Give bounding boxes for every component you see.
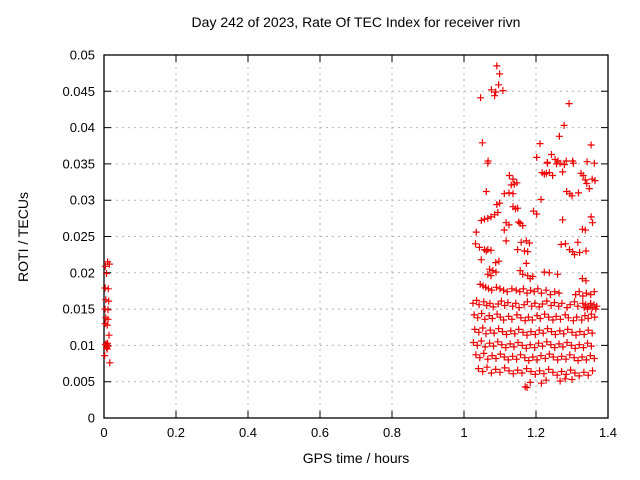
- x-tick-label: 1.4: [599, 425, 617, 440]
- x-tick-label: 1: [460, 425, 467, 440]
- x-tick-label: 0.4: [239, 425, 257, 440]
- x-tick-label: 1.2: [527, 425, 545, 440]
- x-axis-label: GPS time / hours: [302, 450, 410, 466]
- y-tick-label: 0.005: [62, 374, 95, 389]
- x-tick-label: 0.6: [311, 425, 329, 440]
- x-tick-label: 0: [100, 425, 107, 440]
- chart-title: Day 242 of 2023, Rate Of TEC Index for r…: [191, 14, 521, 30]
- y-tick-label: 0.035: [62, 156, 95, 171]
- x-tick-label: 0.2: [167, 425, 185, 440]
- y-tick-label: 0.015: [62, 302, 95, 317]
- y-axis-label: ROTI / TECUs: [15, 192, 31, 282]
- x-tick-label: 0.8: [383, 425, 401, 440]
- y-tick-label: 0.03: [70, 193, 95, 208]
- y-tick-label: 0.02: [70, 265, 95, 280]
- y-tick-label: 0.05: [70, 48, 95, 63]
- y-tick-label: 0.04: [70, 120, 95, 135]
- y-tick-label: 0.045: [62, 84, 95, 99]
- grid-lines: [104, 55, 608, 418]
- data-points: [101, 62, 601, 391]
- y-tick-label: 0: [88, 411, 95, 426]
- plot-border: [103, 54, 609, 419]
- y-tick-label: 0.01: [70, 338, 95, 353]
- y-tick-label: 0.025: [62, 229, 95, 244]
